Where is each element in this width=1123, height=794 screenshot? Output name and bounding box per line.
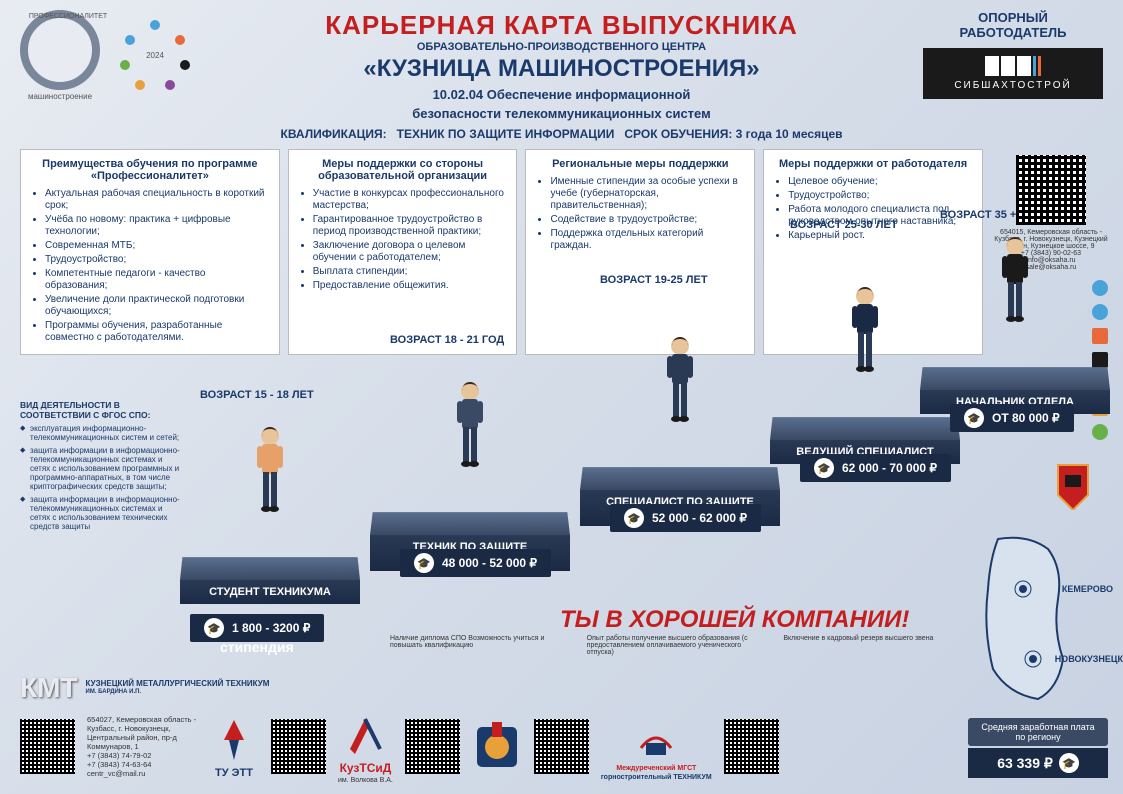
salary-bar: 🎓1 800 - 3200 ₽: [190, 614, 324, 642]
contact-block: 654027, Кемеровская область - Кузбасс, г…: [87, 715, 197, 778]
list-item: Участие в конкурсах профессионального ма…: [313, 188, 507, 212]
graduation-cap-icon: 🎓: [624, 508, 644, 528]
kmt-logo: КМТ: [20, 672, 78, 704]
person-icon: [445, 379, 495, 479]
career-step: ВОЗРАСТ 35 + НАЧАЛЬНИК ОТДЕЛА🎓ОТ 80 000 …: [920, 364, 1110, 414]
employer-block: ОПОРНЫЙ РАБОТОДАТЕЛЬ СИБШАХТОСТРОЙ: [923, 10, 1103, 99]
side-icon: [1092, 304, 1108, 320]
person-icon: [990, 234, 1040, 334]
person-icon: [655, 334, 705, 434]
side-icon: [1092, 424, 1108, 440]
header: машиностроение 2024 КАРЬЕРНАЯ КАРТА ВЫПУ…: [0, 0, 1123, 141]
city-label: НОВОКУЗНЕЦК: [1055, 654, 1123, 664]
bottom-partners-row: 654027, Кемеровская область - Кузбасс, г…: [20, 709, 963, 784]
list-item: Заключение договора о целевом обучении с…: [313, 240, 507, 264]
subtitle-center: ОБРАЗОВАТЕЛЬНО-ПРОИЗВОДСТВЕННОГО ЦЕНТРА: [200, 41, 923, 53]
step-role: СТУДЕНТ ТЕХНИКУМА: [180, 580, 360, 604]
region-salary-label: Средняя заработная плата по региону: [968, 718, 1108, 746]
region-map-block: КЕМЕРОВО НОВОКУЗНЕЦК Средняя заработная …: [968, 529, 1108, 779]
slogan: ТЫ В ХОРОШЕЙ КОМПАНИИ!: [560, 606, 909, 634]
logo-block: машиностроение 2024: [20, 10, 200, 101]
list-item: Учёба по новому: практика + цифровые тех…: [45, 214, 269, 238]
kmt-text: КУЗНЕЦКИЙ МЕТАЛЛУРГИЧЕСКИЙ ТЕХНИКУМ ИМ. …: [86, 680, 270, 695]
list-item: эксплуатация информационно-телекоммуника…: [20, 424, 180, 442]
map-icon: [968, 529, 1088, 709]
career-step: ВОЗРАСТ 19-25 ЛЕТ СПЕЦИАЛИСТ ПО ЗАЩИТЕ И…: [580, 464, 780, 526]
career-step: ВОЗРАСТ 25-30 ЛЕТ ВЕДУЩИЙ СПЕЦИАЛИСТ🎓62 …: [770, 414, 960, 464]
list-item: Трудоустройство;: [788, 190, 972, 202]
center-name: «КУЗНИЦА МАШИНОСТРОЕНИЯ»: [200, 55, 923, 83]
graduation-cap-icon: 🎓: [204, 618, 224, 638]
employer-title: ОПОРНЫЙ РАБОТОДАТЕЛЬ: [923, 10, 1103, 40]
person-icon: [245, 424, 295, 524]
career-step: ВОЗРАСТ 15 - 18 ЛЕТ СТУДЕНТ ТЕХНИКУМА🎓1 …: [180, 554, 360, 604]
salary-sublabel: стипендия: [220, 639, 294, 655]
age-label: ВОЗРАСТ 19-25 ЛЕТ: [600, 274, 708, 286]
activity-list: эксплуатация информационно-телекоммуника…: [20, 424, 180, 531]
list-item: Целевое обучение;: [788, 176, 972, 188]
side-icon: [1092, 280, 1108, 296]
logo-professionalitet: машиностроение: [20, 10, 100, 101]
age-label: ВОЗРАСТ 15 - 18 ЛЕТ: [200, 389, 314, 401]
list-item: защита информации в информационно-телеко…: [20, 495, 180, 531]
list-item: Гарантированное трудоустройство в период…: [313, 214, 507, 238]
employer-logo: СИБШАХТОСТРОЙ: [923, 48, 1103, 99]
activity-block: ВИД ДЕЯТЕЛЬНОСТИ В СООТВЕТСТВИИ С ФГОС С…: [20, 400, 180, 535]
age-label: ВОЗРАСТ 25-30 ЛЕТ: [790, 219, 898, 231]
partner-kuztsid: КузТСиД им. Волкова В.А.: [338, 709, 393, 784]
career-step: ВОЗРАСТ 18 - 21 ГОД ТЕХНИК ПО ЗАЩИТЕ ИНФ…: [370, 509, 570, 571]
graduation-cap-icon: 🎓: [964, 408, 984, 428]
side-icon-column: [1092, 280, 1108, 440]
qr-code-icon: [724, 719, 779, 774]
qr-code-icon: [1016, 155, 1086, 225]
region-salary-value: 63 339 ₽ 🎓: [968, 748, 1108, 778]
graduation-cap-icon: 🎓: [414, 553, 434, 573]
side-icon: [1092, 328, 1108, 344]
title-block: КАРЬЕРНАЯ КАРТА ВЫПУСКНИКА ОБРАЗОВАТЕЛЬН…: [200, 10, 923, 141]
age-label: ВОЗРАСТ 18 - 21 ГОД: [390, 334, 504, 346]
list-item: Актуальная рабочая специальность в корот…: [45, 188, 269, 212]
coat-of-arms-icon: [1053, 460, 1093, 510]
qr-code-icon: [534, 719, 589, 774]
person-icon: [840, 284, 890, 384]
kmt-logo-block: КМТ КУЗНЕЦКИЙ МЕТАЛЛУРГИЧЕСКИЙ ТЕХНИКУМ …: [20, 672, 269, 704]
qr-code-icon: [271, 719, 326, 774]
main-title: КАРЬЕРНАЯ КАРТА ВЫПУСКНИКА: [200, 10, 923, 41]
age-label: ВОЗРАСТ 35 +: [940, 209, 1016, 221]
salary-bar: 🎓48 000 - 52 000 ₽: [400, 549, 551, 577]
graduation-cap-icon: 🎓: [1059, 753, 1079, 773]
list-item: Содействие в трудоустройстве;: [550, 214, 744, 226]
list-item: Именные стипендии за особые успехи в уче…: [550, 176, 744, 212]
career-staircase: ВОЗРАСТ 15 - 18 ЛЕТ СТУДЕНТ ТЕХНИКУМА 🎓1 …: [180, 274, 980, 654]
box-regional-list: Именные стипендии за особые успехи в уче…: [536, 176, 744, 252]
list-item: Современная МТБ;: [45, 240, 269, 252]
partner-mgst: Междуреченский МГСТ горностроительный ТЕ…: [601, 713, 712, 781]
salary-bar: 🎓62 000 - 70 000 ₽: [800, 454, 951, 482]
list-item: защита информации в информационно-телеко…: [20, 446, 180, 491]
salary-bar: 🎓ОТ 80 000 ₽: [950, 404, 1074, 432]
logo-cluster-icon: 2024: [110, 10, 200, 100]
graduation-cap-icon: 🎓: [814, 458, 834, 478]
qr-code-icon: [405, 719, 460, 774]
progress-arrow: Наличие диплома СПО Возможность учиться …: [390, 635, 950, 656]
list-item: Трудоустройство;: [45, 254, 269, 266]
spec-name: безопасности телекоммуникационных систем: [200, 106, 923, 121]
qr-code-icon: [20, 719, 75, 774]
partner-tuett: ТУ ЭТТ: [209, 715, 259, 779]
salary-bar: 🎓52 000 - 62 000 ₽: [610, 504, 761, 532]
list-item: Карьерный рост.: [788, 230, 972, 242]
qualification-line: КВАЛИФИКАЦИЯ: ТЕХНИК ПО ЗАЩИТЕ ИНФОРМАЦИ…: [200, 127, 923, 141]
partner-pkist: [472, 722, 522, 772]
city-label: КЕМЕРОВО: [1062, 584, 1113, 594]
spec-code: 10.02.04 Обеспечение информационной: [200, 87, 923, 102]
list-item: Поддержка отдельных категорий граждан.: [550, 228, 744, 252]
